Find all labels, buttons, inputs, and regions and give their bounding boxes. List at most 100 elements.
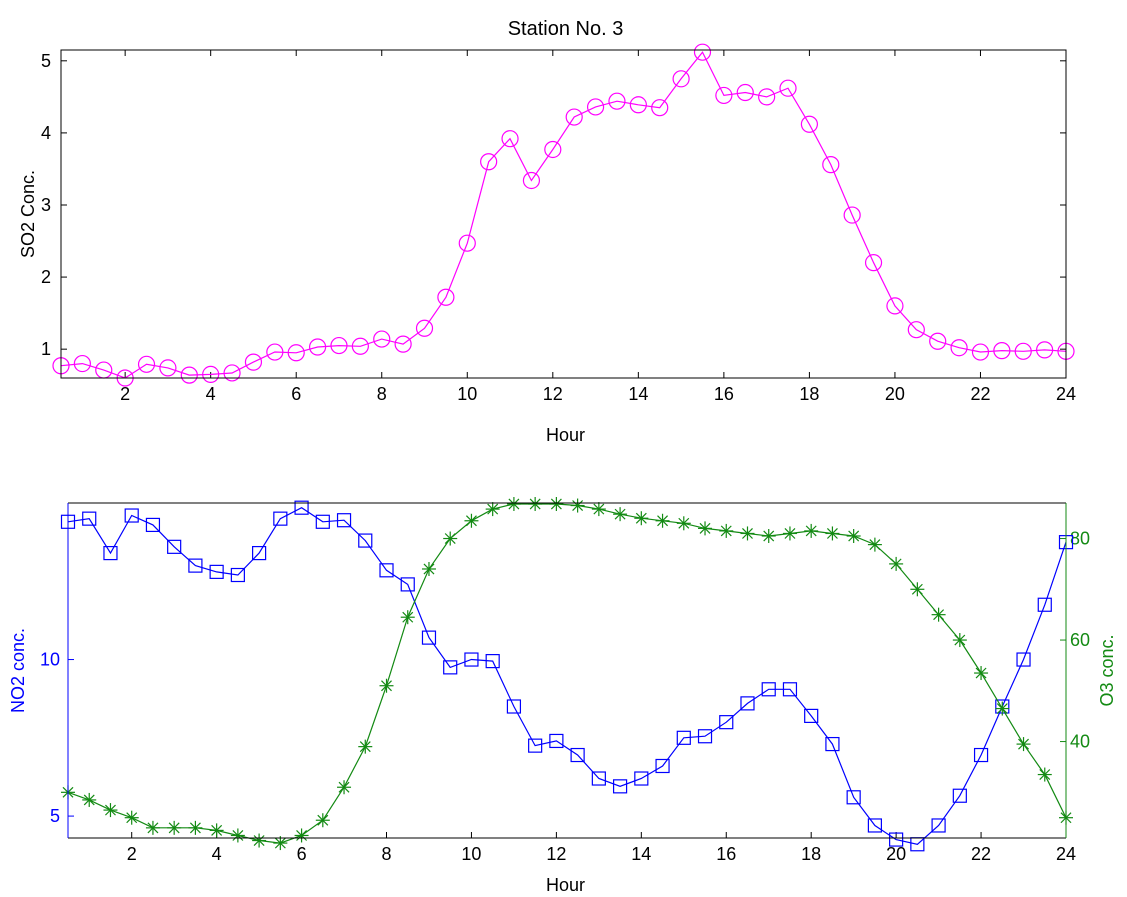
o3-point [931,607,946,622]
so2-point [351,337,369,355]
right-y-axis-label: O3 conc. [1097,634,1117,706]
y-tick-label: 4 [41,123,51,143]
o3-point [889,556,904,571]
x-tick-label: 18 [801,844,821,864]
o3-point [613,507,628,522]
so2-point [779,79,797,97]
no2-point [400,577,415,592]
plot-frame [60,49,1067,379]
o3-point [506,497,521,512]
y-tick-label: 5 [41,51,51,71]
no2-point [252,545,267,561]
o3-point [974,666,989,681]
so2-point [629,96,647,114]
x-tick-label: 24 [1056,844,1076,864]
x-tick-label: 6 [291,384,301,404]
x-tick-label: 2 [120,384,130,404]
o3-point [995,701,1010,716]
so2-point [971,343,990,361]
so2-panel: Station No. 3 SO2 Conc. Hour 2 4 6 8 10 12 14 1… [18,18,1076,445]
o3-point [782,526,797,541]
o3-point [528,497,543,512]
x-tick-label: 22 [971,844,991,864]
so2-point [758,88,776,106]
so2-point [586,98,605,116]
so2-point [544,140,562,159]
no2-point [379,563,394,578]
so2-point [137,355,156,373]
chart-title: Station No. 3 [508,18,624,40]
o3-point [421,561,436,576]
no2-point [336,513,352,528]
no2-point [804,708,819,723]
so2-point [736,83,754,102]
o3-point [315,813,330,828]
x-tick-label: 22 [970,384,990,404]
o3-point [719,523,734,538]
no2-point [103,545,118,561]
o3-point [591,502,606,517]
so2-point [266,343,284,361]
so2-point [458,234,476,252]
left-y-tick-label: 5 [50,806,60,826]
o3-point [209,823,224,838]
o3-point [294,828,309,843]
o3-point [952,633,967,648]
left-y-axis-label: NO2 conc. [8,628,28,713]
no2-point [846,790,861,805]
o3-point [337,780,352,795]
no2-point [506,699,522,714]
so2-point [693,43,712,61]
x-tick-label: 20 [886,844,906,864]
no2-point [82,511,97,526]
o3-point [464,513,479,528]
no2-point [1016,652,1031,667]
o3-point [358,739,373,754]
x-tick-label: 8 [377,384,387,404]
so2-point [437,288,455,306]
so2-point [651,99,669,117]
no2-point [931,818,946,833]
no2-o3-panel: NO2 conc. O3 conc. Hour 2 4 6 8 10 12 14 16 18 20… [8,497,1117,895]
y-tick-label: 2 [41,267,51,287]
x-tick-label: 10 [457,384,477,404]
no2-point [676,730,691,745]
no2-point [358,533,373,548]
no2-point [209,564,224,579]
so2-point [715,86,733,105]
so2-point [822,156,840,174]
no2-point [655,758,670,774]
right-y-tick-label: 60 [1070,630,1090,650]
so2-point [501,130,519,148]
no2-point [697,729,713,744]
no2-point [761,682,776,697]
no2-point [825,736,840,752]
o3-point [485,502,500,517]
o3-point [103,803,118,818]
so2-point [843,206,861,224]
no2-point [230,567,245,583]
no2-point [464,652,479,667]
no2-point [782,682,798,697]
so2-point [1036,341,1054,359]
no2-point [421,630,437,645]
o3-point [804,523,819,538]
o3-point [443,531,458,546]
no2-point [591,771,606,786]
o3-point [82,792,97,807]
o3-point [910,582,925,597]
so2-point [73,354,91,373]
no2-point [740,696,755,711]
no2-point [973,747,989,763]
no2-point [273,511,288,526]
no2-point [1037,597,1052,612]
no2-point [570,747,585,763]
so2-point [608,92,626,110]
o3-point [655,513,670,528]
so2-point [800,115,819,133]
no2-point [528,738,543,753]
no2-point [889,832,904,847]
y-axis-label: SO2 Conc. [18,170,38,258]
o3-point [124,810,139,825]
x-tick-label: 18 [799,384,819,404]
